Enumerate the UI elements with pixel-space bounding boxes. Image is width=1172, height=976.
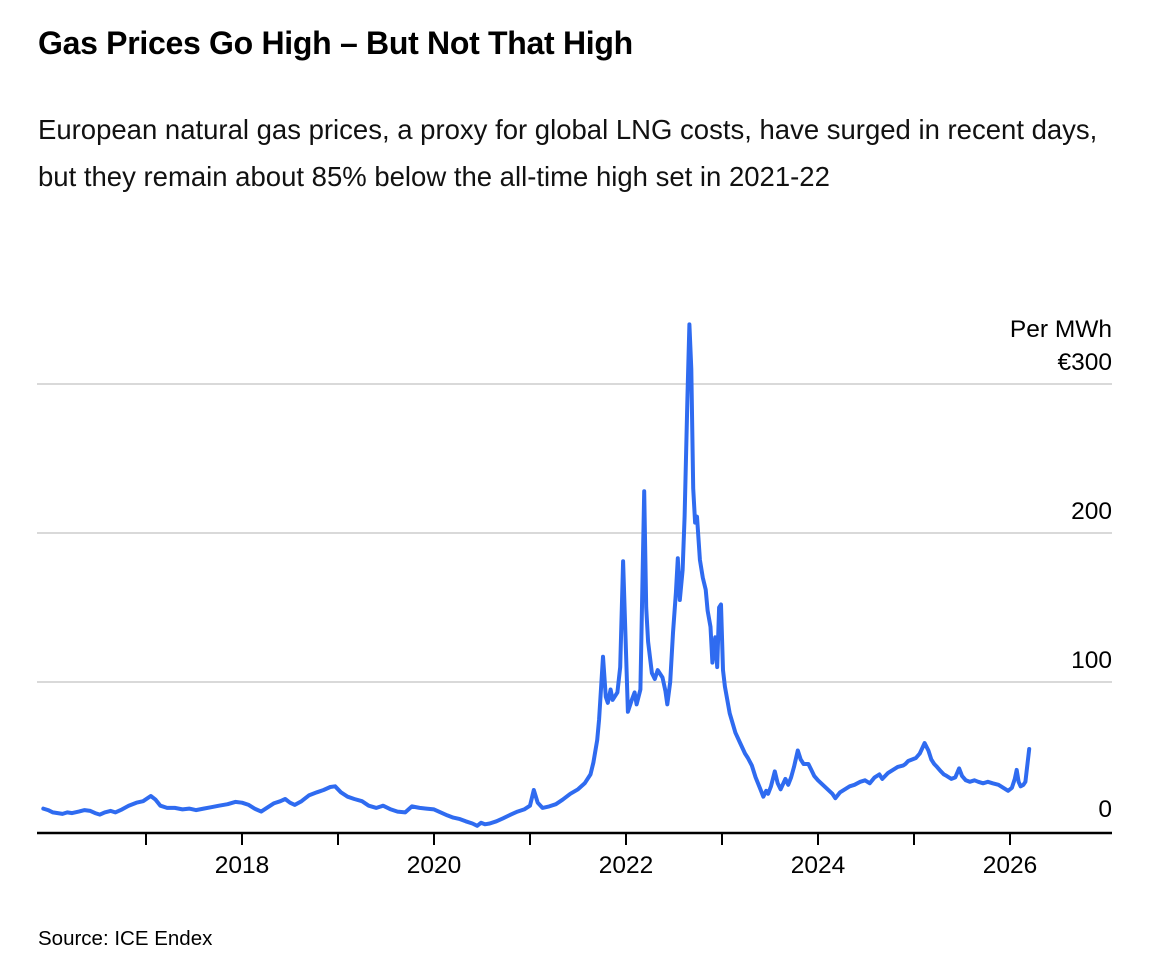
gas-price-line — [41, 322, 1032, 828]
x-tick-label-2020: 2020 — [406, 852, 462, 879]
y-tick-label-0: 0 — [1098, 796, 1112, 823]
source-note: Source: ICE Endex — [38, 927, 213, 950]
y-axis-unit-label: Per MWh — [1009, 316, 1112, 343]
x-axis-ticks — [145, 834, 1011, 845]
chart-subtitle: European natural gas prices, a proxy for… — [38, 114, 1098, 192]
x-tick-label-2026: 2026 — [982, 852, 1038, 879]
chart-title: Gas Prices Go High – But Not That High — [38, 25, 633, 61]
x-tick-label-2024: 2024 — [790, 852, 846, 879]
x-tick-label-2018: 2018 — [214, 852, 270, 879]
y-tick-label-300: €300 — [1057, 349, 1112, 376]
y-tick-label-100: 100 — [1071, 647, 1112, 674]
gridlines — [37, 383, 1112, 683]
y-tick-label-200: 200 — [1071, 498, 1112, 525]
x-tick-label-2022: 2022 — [598, 852, 654, 879]
